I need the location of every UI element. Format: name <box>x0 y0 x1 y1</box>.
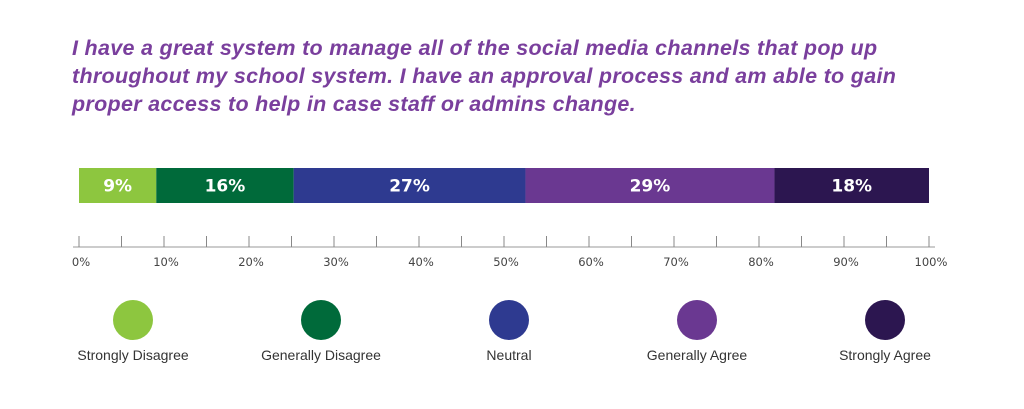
x-tick-label: 100% <box>915 255 948 269</box>
legend-label: Neutral <box>486 347 531 363</box>
chart-title: I have a great system to manage all of t… <box>72 36 897 116</box>
legend-label: Generally Agree <box>647 347 748 363</box>
legend-swatch <box>301 300 341 340</box>
x-tick-label: 60% <box>578 255 604 269</box>
legend-label: Generally Disagree <box>261 347 381 363</box>
x-tick-label: 80% <box>748 255 774 269</box>
bar-segment-label: 27% <box>389 177 430 197</box>
bar-segment <box>293 168 526 203</box>
bar-segment-label: 16% <box>205 177 246 197</box>
x-tick-label: 70% <box>663 255 689 269</box>
bar-segment <box>79 168 157 203</box>
bar-segment <box>525 168 775 203</box>
x-tick-label: 30% <box>323 255 349 269</box>
x-tick-label: 20% <box>238 255 264 269</box>
legend-swatch <box>865 300 905 340</box>
x-tick-label: 50% <box>493 255 519 269</box>
legend-swatch <box>677 300 717 340</box>
legend-label: Strongly Agree <box>839 347 931 363</box>
x-tick-label: 0% <box>72 255 90 269</box>
x-tick-label: 90% <box>833 255 859 269</box>
legend-swatch <box>113 300 153 340</box>
x-tick-label: 10% <box>153 255 179 269</box>
bar-segment-label: 9% <box>103 177 132 197</box>
bar-segment <box>156 168 294 203</box>
x-tick-label: 40% <box>408 255 434 269</box>
bar-segment <box>774 168 929 203</box>
bar-segment-label: 29% <box>630 177 671 197</box>
legend-swatch <box>489 300 529 340</box>
legend-label: Strongly Disagree <box>77 347 188 363</box>
bar-segment-label: 18% <box>831 177 872 197</box>
